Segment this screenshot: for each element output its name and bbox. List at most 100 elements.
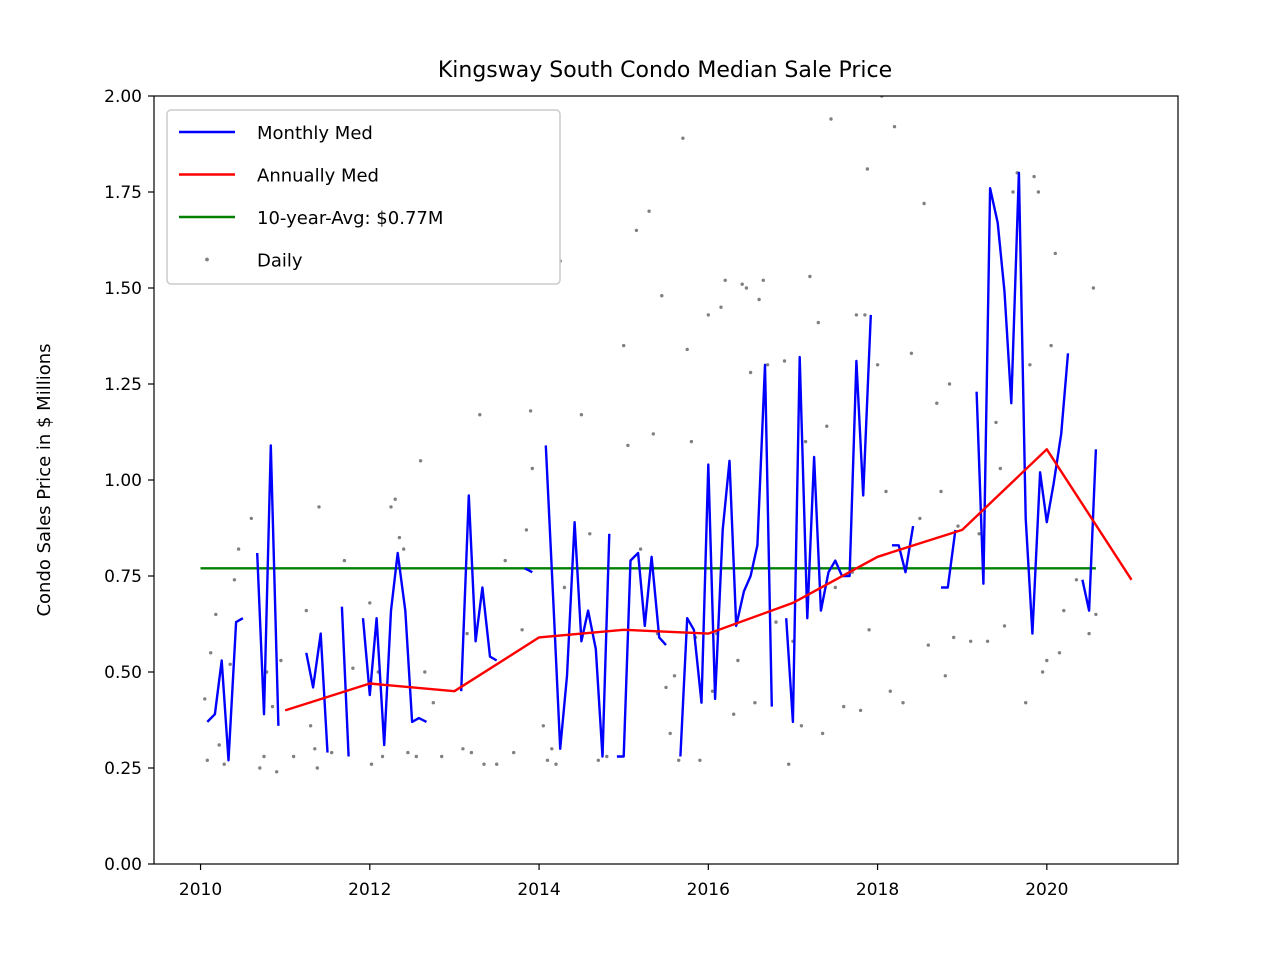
monthly-med-segment [544,445,611,758]
y-tick-label: 1.25 [104,375,142,395]
daily-point [503,558,507,563]
legend-label: Monthly Med [257,123,373,144]
daily-point [423,670,427,674]
daily-point [782,359,787,363]
x-tick-label: 2014 [517,880,560,900]
daily-point [922,201,926,206]
daily-point [228,662,232,666]
daily-point [1028,363,1032,367]
daily-point [393,497,397,501]
daily-point [402,547,406,551]
daily-point [748,370,753,375]
daily-point [418,459,423,463]
daily-point [626,443,630,448]
daily-point [977,532,981,536]
daily-point [808,274,812,279]
daily-point [761,278,765,282]
daily-point [681,136,685,140]
daily-point [258,766,262,770]
daily-point [647,209,651,213]
daily-point [279,658,283,663]
daily-point [668,731,672,736]
daily-point [222,762,226,766]
daily-point [495,762,499,766]
daily-point [867,628,871,632]
x-axis: 2010 2012 2014 2016 2018 2020 [179,864,1068,900]
daily-point [816,320,820,325]
daily-point [685,347,689,352]
daily-point [638,547,643,551]
daily-point [858,708,863,713]
monthly-med-segment [460,494,498,692]
x-tick-label: 2018 [856,880,899,900]
daily-point [482,762,486,766]
daily-point [389,505,393,509]
x-tick-label: 2012 [348,880,391,900]
daily-point [842,704,846,709]
daily-point [622,343,626,348]
y-axis-label: Condo Sales Price in $ Millions [34,343,55,616]
daily-point [315,766,319,770]
daily-point [397,535,402,540]
daily-point [465,631,469,636]
daily-point [1036,190,1041,194]
daily-point [884,489,888,494]
daily-point [205,758,209,762]
daily-point [541,724,545,728]
daily-point [588,532,592,536]
x-tick-label: 2020 [1025,880,1068,900]
daily-point [710,689,715,693]
annually-med-line [284,448,1133,712]
daily-point [947,382,952,386]
daily-point [317,505,321,509]
daily-point [596,758,600,762]
daily-point [825,424,829,428]
daily-point [865,167,870,171]
monthly-med-segment [305,632,329,753]
daily-point [275,770,279,774]
daily-point [969,639,973,643]
y-tick-label: 1.50 [104,279,142,299]
daily-point [651,432,655,436]
daily-point [1074,578,1079,582]
daily-point [380,754,385,759]
monthly-med-segment [975,171,1070,635]
monthly-med-segment [616,551,667,758]
chart-title: Kingsway South Condo Median Sale Price [438,58,892,83]
legend-label: Daily [257,251,303,272]
daily-point [634,228,639,233]
daily-point [732,712,736,716]
daily-point [414,754,418,759]
daily-point [888,689,892,693]
daily-point [672,674,677,678]
daily-point [330,750,334,755]
daily-point [892,125,897,129]
daily-point [706,313,710,317]
monthly-med-segment [340,606,350,757]
daily-point [901,701,905,705]
daily-point [820,731,825,736]
monthly-med-segment [1081,449,1098,612]
daily-point [262,754,266,759]
daily-point [1087,631,1091,636]
daily-point [232,578,237,582]
monthly-med-segment [361,551,428,747]
monthly-med-segment [256,444,280,726]
daily-point [217,743,221,747]
daily-point [757,297,761,302]
daily-point [1023,701,1028,705]
daily-point [1094,612,1098,617]
monthly-med-segment [941,529,957,589]
daily-point [530,466,534,471]
daily-point [833,585,837,590]
daily-point [545,758,550,762]
daily-point [664,685,668,690]
y-tick-label: 0.25 [104,759,142,779]
y-tick-label: 0.75 [104,567,142,587]
daily-point [550,747,554,751]
y-tick-label: 0.50 [104,663,142,683]
daily-point [875,363,880,367]
legend: Monthly Med Annually Med 10-year-Avg: $0.7… [166,109,561,285]
monthly-med-segment [679,363,773,757]
